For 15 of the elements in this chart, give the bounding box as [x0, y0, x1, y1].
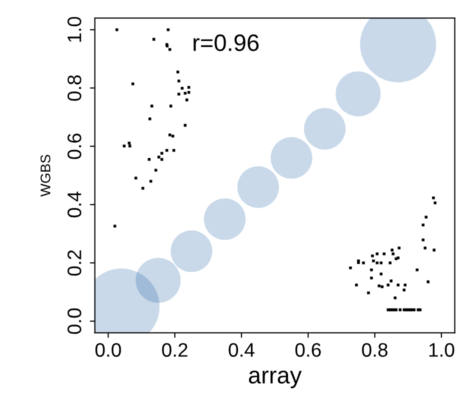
y-axis-title: WGBS [40, 154, 50, 197]
x-tick-label: 1.0 [429, 343, 454, 357]
x-tick-label: 0.2 [162, 343, 188, 357]
x-tick-label: 0.8 [362, 343, 388, 357]
y-tick-label: 0.4 [68, 192, 82, 218]
y-tick-label: 1.0 [68, 16, 82, 42]
x-tick-label: 0.6 [295, 343, 321, 357]
y-tick-label: 0.0 [68, 308, 82, 334]
y-tick-label: 0.6 [68, 134, 82, 160]
y-tick-label: 0.8 [68, 75, 82, 101]
y-tick-label: 0.2 [68, 250, 82, 276]
x-axis-title: array [248, 370, 302, 388]
x-tick-label: 0.4 [228, 343, 254, 357]
annotation: r=0.96 [194, 34, 259, 52]
x-tick-label: 0.0 [95, 343, 121, 357]
